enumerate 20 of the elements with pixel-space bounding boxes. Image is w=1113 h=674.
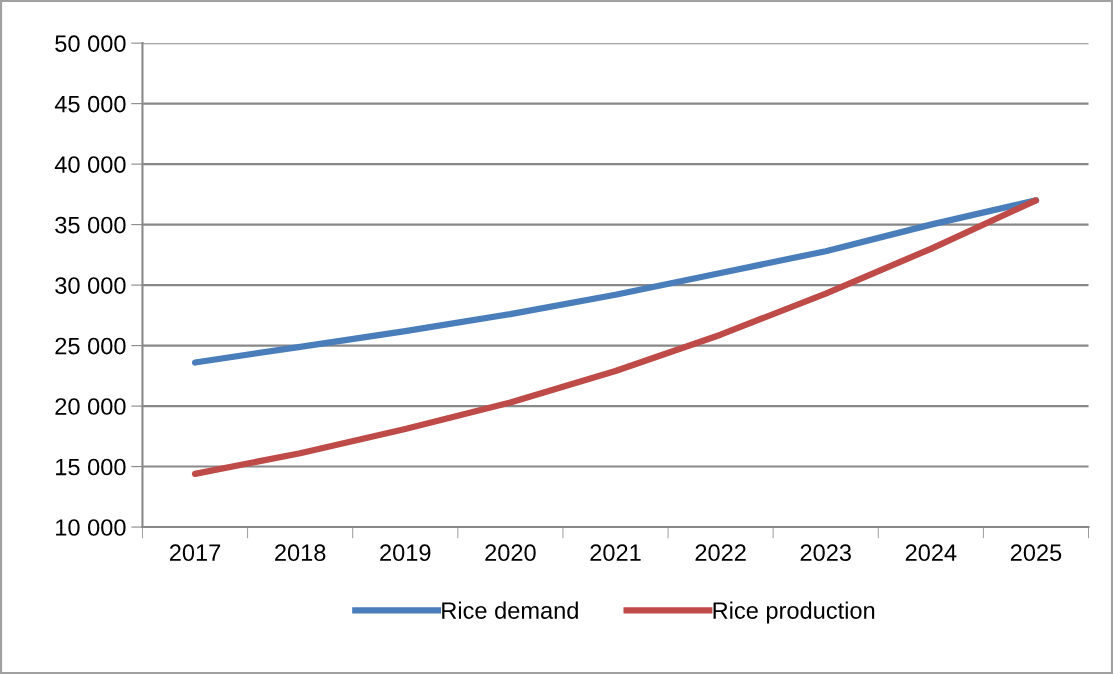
- y-tick-label: 30 000: [55, 277, 126, 294]
- x-tick-label: 2023: [800, 544, 851, 562]
- x-tick-label: 2017: [169, 544, 221, 562]
- x-tick-label: 2019: [380, 544, 431, 562]
- legend-label: Rice demand: [442, 601, 578, 619]
- y-tick-label: 20 000: [55, 398, 126, 415]
- x-tick-label: 2025: [1010, 544, 1062, 562]
- y-tick-label: 45 000: [54, 95, 126, 113]
- y-tick-label: 40 000: [54, 156, 126, 173]
- x-tick-label: 2020: [485, 544, 536, 562]
- x-tick-label: 2018: [275, 544, 326, 562]
- y-tick-label: 50 000: [55, 35, 126, 52]
- x-tick-label: 2024: [905, 544, 957, 562]
- y-tick-label: 10 000: [56, 519, 126, 536]
- y-tick-label: 35 000: [55, 216, 126, 234]
- x-tick-label: 2021: [590, 544, 641, 562]
- y-tick-label: 15 000: [56, 458, 126, 476]
- y-tick-label: 25 000: [55, 337, 126, 355]
- legend-label: Rice production: [713, 601, 875, 624]
- x-tick-label: 2022: [695, 544, 746, 562]
